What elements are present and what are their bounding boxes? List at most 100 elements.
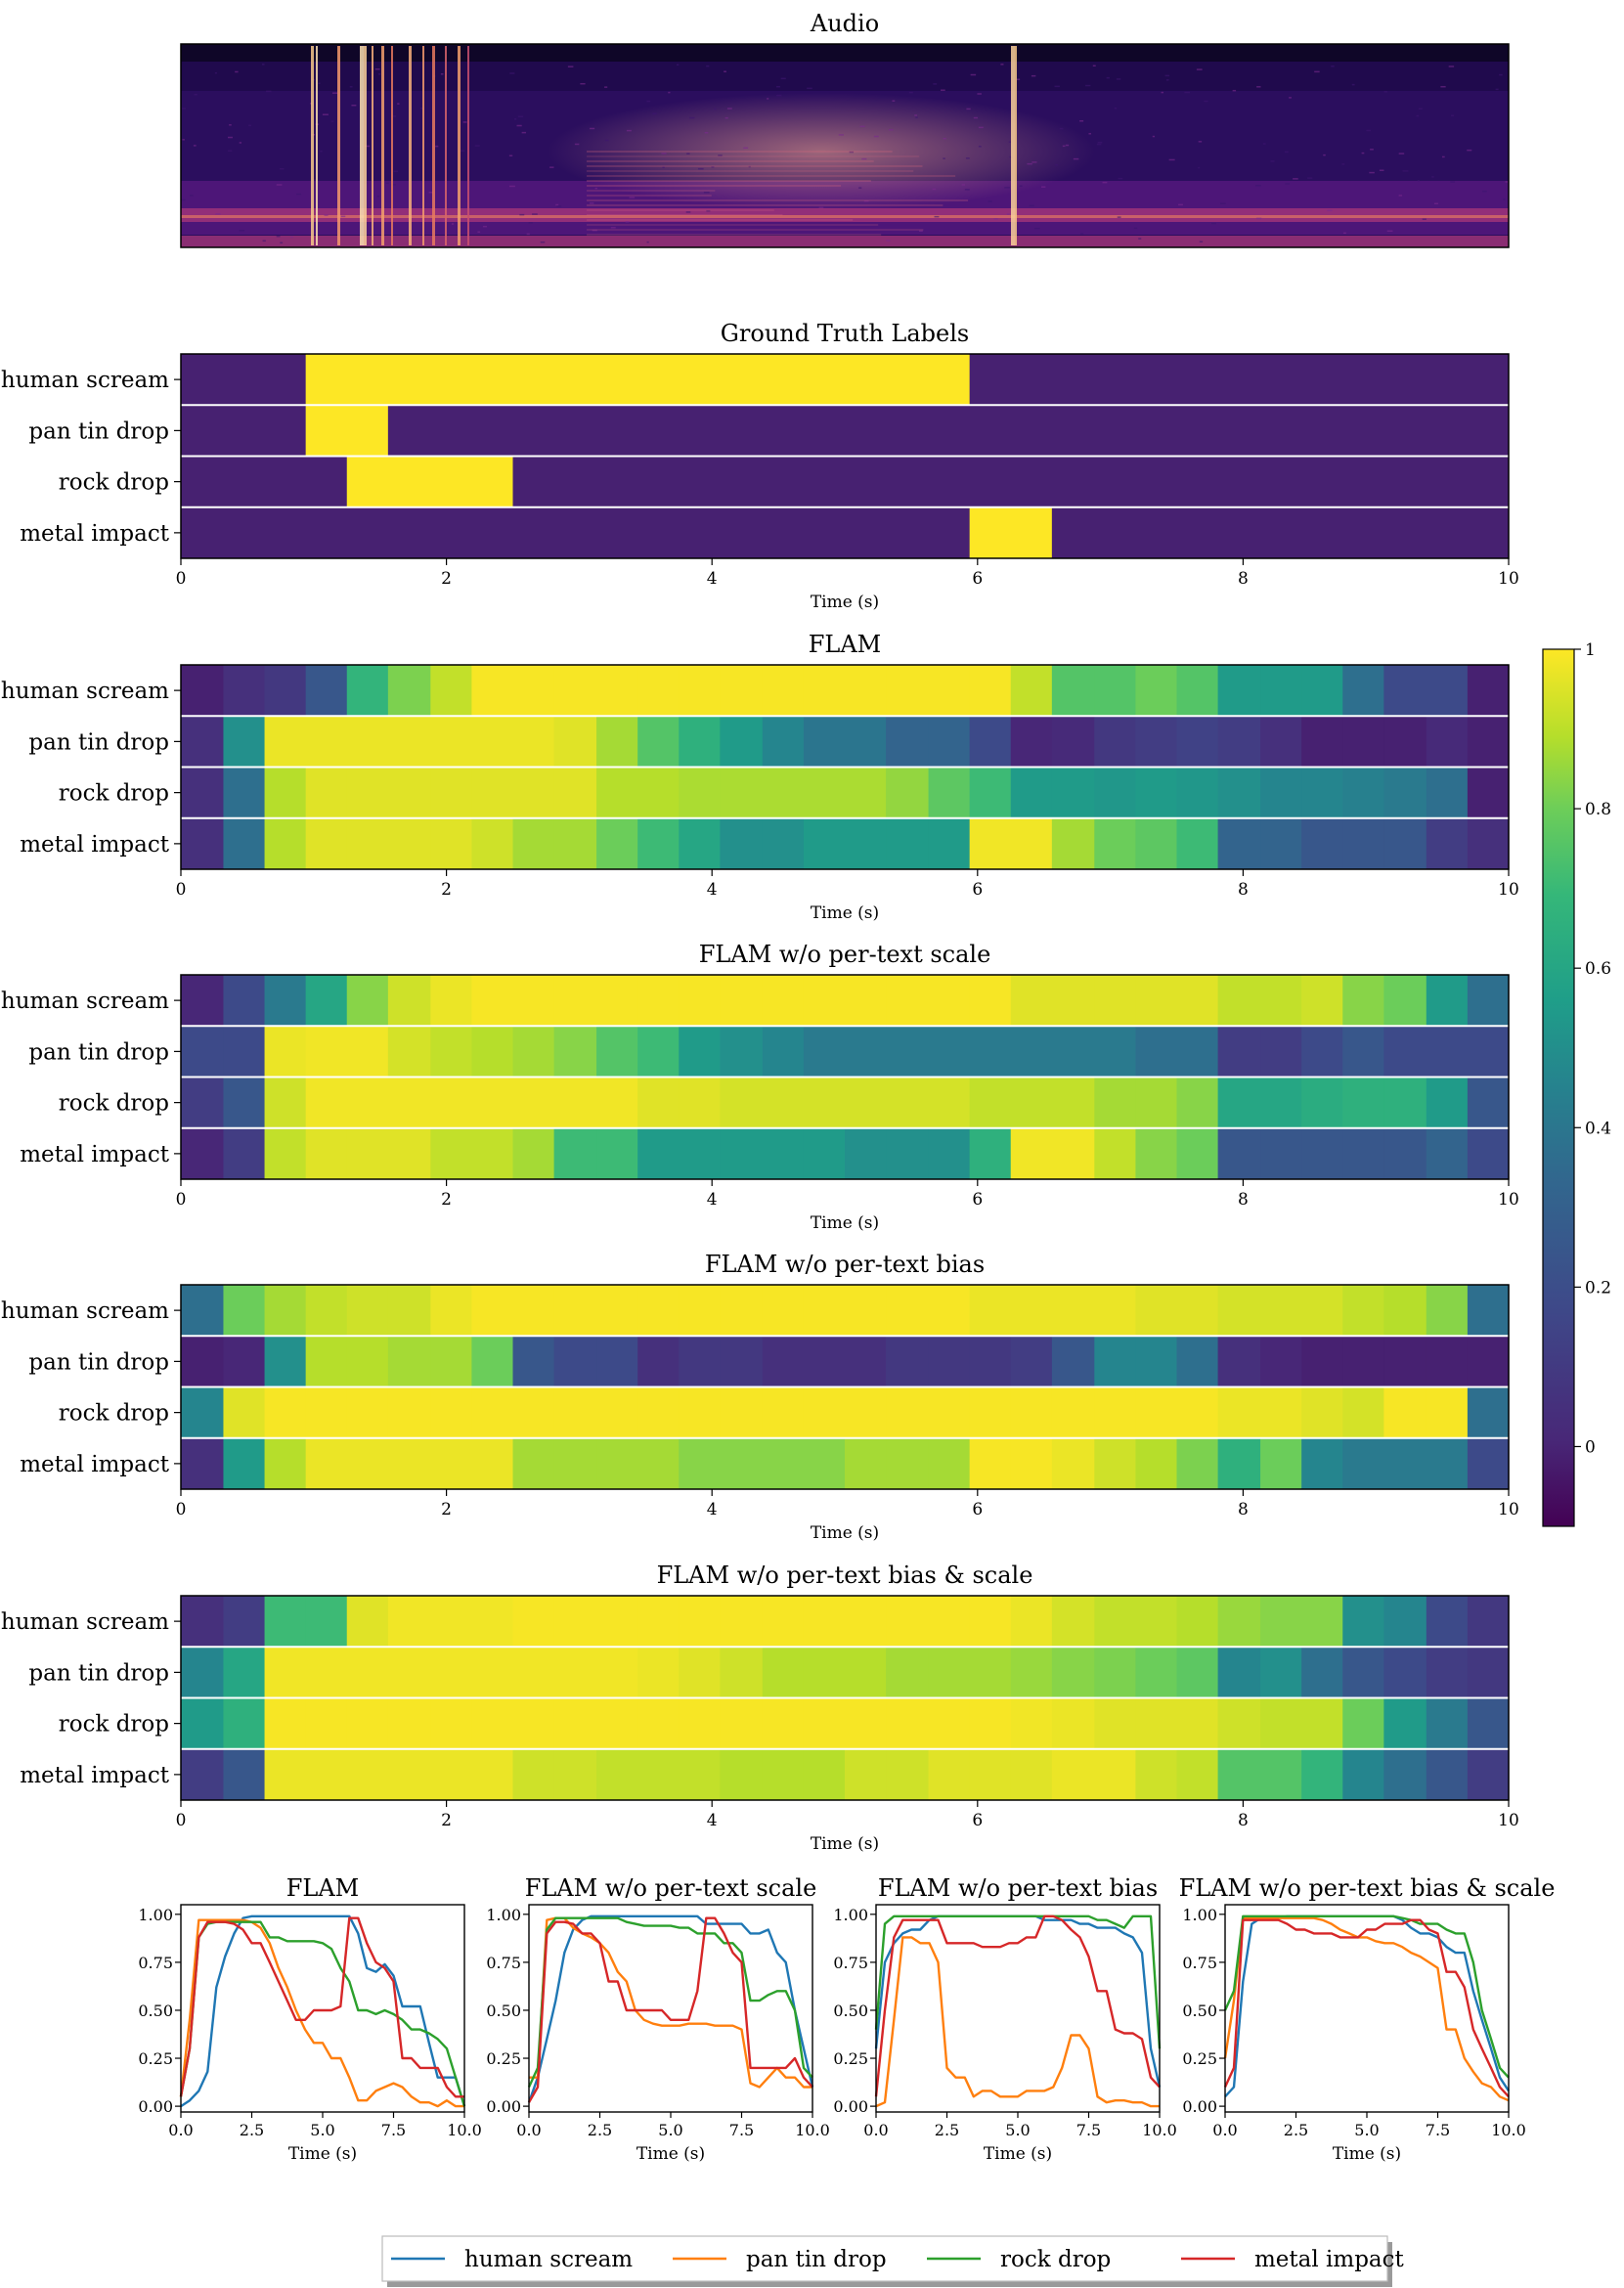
heatmap-cell <box>512 1697 555 1749</box>
heatmap-cell <box>720 1437 764 1489</box>
heatmap-cell <box>471 1336 514 1387</box>
heatmap-cell <box>223 767 266 818</box>
heatmap-cell <box>430 665 473 717</box>
heatmap-cell <box>1217 1127 1261 1179</box>
heatmap-0-xtick-label: 2 <box>441 880 452 900</box>
line-plot-ytick-label: 0.75 <box>833 1954 868 1972</box>
heatmap-cell <box>1342 1437 1384 1489</box>
spectrogram-noise <box>993 218 998 220</box>
spectrogram-noise <box>239 230 245 232</box>
heatmap-cell <box>553 1386 597 1438</box>
heatmap-2-frame <box>180 1284 1510 1490</box>
heatmap-cell <box>1426 1386 1469 1438</box>
heatmap-cell <box>1467 1647 1510 1698</box>
line-plot-ytick-label: 0.00 <box>138 2097 173 2116</box>
heatmap-cell <box>679 665 721 717</box>
spectrogram-noise <box>1054 85 1060 88</box>
heatmap-title-2: FLAM w/o per-text bias <box>705 1251 985 1278</box>
line-plot-ytick-label: 0.00 <box>833 2097 868 2116</box>
spectrogram-noise <box>610 227 616 229</box>
heatmap-cell <box>845 665 887 717</box>
heatmap-cell <box>720 1697 764 1749</box>
heatmap-cell <box>803 665 846 717</box>
spectrogram-noise <box>1331 66 1335 67</box>
heatmap-cell <box>1467 1336 1510 1387</box>
spectrogram-noise <box>1505 181 1509 183</box>
spectrogram-transient <box>467 46 469 245</box>
heatmap-cell <box>762 1748 805 1800</box>
spectrogram-panel: Audio <box>180 10 1510 248</box>
heatmap-title-1: FLAM w/o per-text scale <box>699 941 991 968</box>
heatmap-0-row-label: human scream <box>1 679 169 704</box>
heatmap-cell <box>305 665 348 717</box>
line-plot-3: 1.00 0.75 0.50 0.25 0.00 0.0 2.5 5.0 7.5 10.0 Time… <box>1182 1904 1526 2164</box>
heatmap-cell <box>264 716 307 768</box>
gt-xtick-label: 0 <box>176 569 187 589</box>
heatmap-cell <box>1176 767 1219 818</box>
heatmap-cell <box>1383 1437 1427 1489</box>
spectrogram-noise <box>646 241 649 243</box>
heatmap-cell <box>512 716 555 768</box>
heatmap-cell <box>803 767 846 818</box>
heatmap-cell <box>679 1647 721 1698</box>
heatmap-cell <box>1051 1026 1095 1078</box>
spectrogram-noise <box>276 184 283 186</box>
heatmap-cell <box>1342 1647 1384 1698</box>
spectrogram-noise <box>567 66 574 67</box>
heatmap-cell <box>762 1697 805 1749</box>
heatmap-cell <box>1094 665 1137 717</box>
heatmap-cell <box>720 817 764 869</box>
spectrogram-noise <box>580 82 586 85</box>
spectrogram-noise <box>1088 132 1091 135</box>
heatmap-cell <box>803 975 846 1027</box>
heatmap-cell <box>264 1748 307 1800</box>
spectrogram-noise <box>262 240 266 242</box>
spectrogram-noise <box>943 157 945 159</box>
heatmap-cell <box>928 1127 971 1179</box>
heatmap-cell <box>720 1077 764 1128</box>
spectrogram-noise <box>743 147 749 150</box>
heatmap-cell <box>969 975 1012 1027</box>
heatmap-cell <box>223 817 266 869</box>
heatmap-panel-3: FLAM w/o per-text bias & scale human scr… <box>1 1562 1519 1854</box>
heatmap-cell <box>969 665 1012 717</box>
heatmap-2-row-label: metal impact <box>20 1452 170 1477</box>
heatmap-cell <box>512 1647 555 1698</box>
heatmap-cell <box>1094 1748 1137 1800</box>
heatmap-cell <box>430 1748 473 1800</box>
heatmap-cell <box>596 716 638 768</box>
spectrogram-noise <box>1416 114 1420 117</box>
heatmap-cell <box>679 1748 721 1800</box>
heatmap-cell <box>928 1386 971 1438</box>
spectrogram-noise <box>1031 161 1037 163</box>
heatmap-cell <box>1094 975 1137 1027</box>
heatmap-cell <box>1135 1647 1178 1698</box>
heatmap-cell <box>346 1437 389 1489</box>
heatmap-cell <box>679 1026 721 1078</box>
heatmap-cell <box>1051 1647 1095 1698</box>
spectrogram-noise <box>1448 66 1455 67</box>
heatmap-cell <box>1467 1026 1510 1078</box>
line-panel-title-1: FLAM w/o per-text scale <box>525 1874 817 1902</box>
heatmap-1: human scream pan tin drop rock drop metal i… <box>1 974 1519 1233</box>
legend-items: human scream pan tin drop rock drop metal i… <box>391 2247 1405 2272</box>
spectrogram-noise <box>290 236 293 239</box>
line-plot-ytick-label: 0.75 <box>1182 1954 1217 1972</box>
heatmap-cell <box>305 1285 348 1337</box>
heatmap-cell <box>928 1437 971 1489</box>
heatmap-cell <box>181 817 225 869</box>
heatmap-cell <box>264 1697 307 1749</box>
heatmap-cell <box>1467 1697 1510 1749</box>
heatmap-cell <box>471 716 514 768</box>
heatmap-cell <box>264 1285 307 1337</box>
spectrogram-noise <box>1431 176 1434 178</box>
spectrogram-noise <box>780 77 786 80</box>
heatmap-cell <box>1467 1748 1510 1800</box>
heatmap-cell <box>471 1596 514 1648</box>
heatmap-cell <box>679 1437 721 1489</box>
spectrogram-transient <box>1011 46 1015 245</box>
heatmap-cell <box>387 975 431 1027</box>
spectrogram-noise <box>228 150 233 153</box>
heatmap-2-xlabel: Time (s) <box>811 1523 879 1543</box>
